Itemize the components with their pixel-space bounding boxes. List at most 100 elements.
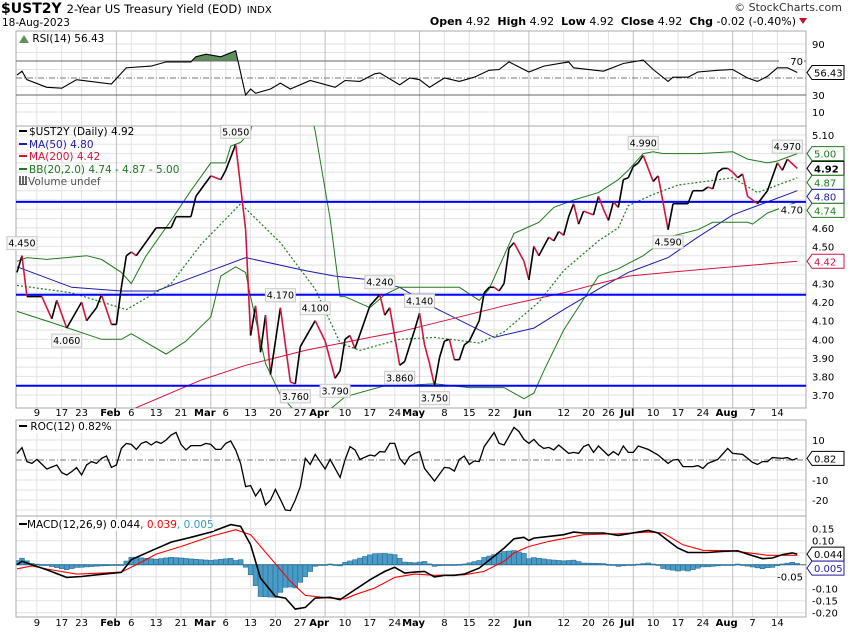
date-tick-label: 6 (223, 408, 229, 419)
price-segment (294, 346, 302, 384)
rsi-axis-label-bg (779, 56, 804, 67)
price-segment (508, 242, 515, 249)
legend-label: Volume undef (28, 176, 101, 188)
date-tick-label: 6 (128, 618, 134, 629)
price-segment (95, 294, 103, 308)
annotation-box (364, 275, 396, 290)
annotation-label: 4.990 (630, 138, 657, 149)
histogram-bar (168, 557, 174, 565)
legend-label: $UST2Y (Daily) 4.92 (29, 126, 135, 138)
price-segment (384, 307, 391, 316)
price-segment (290, 381, 296, 385)
histogram-bar (377, 553, 383, 566)
price-value-tag: 4.74 (814, 206, 836, 217)
price-segment (533, 246, 540, 257)
price-segment (766, 162, 779, 191)
histogram-bar (223, 558, 229, 565)
histogram-bar (392, 554, 398, 565)
price-segment (279, 307, 292, 383)
price-segment (468, 320, 480, 342)
panel-macd-frame (15, 515, 807, 618)
high-label: High (497, 15, 527, 28)
rsi-mountain-icon (19, 35, 29, 43)
histogram-bar (352, 559, 358, 565)
low-value: 4.92 (589, 15, 614, 28)
histogram-bar (695, 564, 701, 569)
price-segment (314, 320, 326, 342)
volume-bars-icon (19, 176, 27, 185)
price-segment (344, 334, 351, 340)
histogram-bar (198, 559, 204, 565)
legend-swatch (19, 130, 27, 132)
price-segment (602, 208, 610, 221)
histogram-bar (372, 553, 378, 565)
price-segment (478, 292, 485, 321)
price-segment (339, 339, 346, 371)
roc-label: ROC(12) 0.82% (30, 421, 112, 433)
annotation-box (279, 389, 311, 404)
price-segment (403, 329, 416, 362)
histogram-bar (188, 558, 194, 566)
date-tick-label: 26 (602, 408, 615, 419)
histogram-bar (357, 557, 363, 565)
histogram-bar (272, 564, 279, 598)
histogram-bar (163, 557, 169, 566)
price-segment (458, 344, 466, 360)
date-tick-label: 8 (441, 408, 447, 419)
legend-label: MA(200) 4.42 (29, 151, 101, 163)
annotation-label: 3.750 (421, 394, 448, 405)
panel-price-frame (15, 125, 807, 409)
price-segment (632, 162, 639, 168)
price-segment (493, 286, 500, 292)
date-tick-label: 20 (269, 408, 282, 419)
date-tick-label: 15 (463, 618, 476, 629)
histogram-bar (262, 564, 269, 598)
price-segment (727, 167, 734, 173)
histogram-bar (546, 559, 552, 565)
price-segment (607, 201, 615, 221)
price-segment (652, 175, 659, 182)
price-segment (66, 301, 83, 329)
roc-value-tag-frame (806, 450, 845, 466)
macd-histogram (16, 550, 800, 598)
price-axis-label: 3.80 (812, 372, 834, 383)
date-tick-label: 13 (244, 408, 257, 419)
date-tick-label: Mar (194, 618, 216, 629)
rsi-value-tag-frame (806, 65, 845, 81)
stockcharts-copyright[interactable]: © StockCharts.com (734, 1, 842, 14)
price-segment (523, 261, 530, 281)
series-ma200 (134, 260, 798, 408)
annotation-box (220, 124, 252, 139)
price-axis-label: 5.10 (812, 131, 834, 142)
price-axis-label: 4.30 (812, 280, 834, 291)
histogram-bar (382, 553, 388, 565)
price-segment (254, 305, 262, 353)
rsi-line (16, 50, 798, 97)
price-segment (428, 363, 436, 386)
histogram-bar (247, 564, 254, 576)
roc-axis-label: 10 (812, 436, 825, 447)
macd-line (16, 523, 798, 610)
price-axis-label: 4.00 (812, 335, 834, 346)
legend-item-bb: BB(20,2.0) 4.74 - 4.87 - 5.00 (19, 164, 179, 177)
price-segment (80, 301, 88, 321)
histogram-bar (153, 558, 159, 565)
price-segment (577, 210, 585, 225)
histogram-bar (178, 557, 184, 565)
price-axis-label-bg (779, 204, 804, 216)
price-segment (503, 248, 510, 284)
histogram-bar (660, 564, 666, 569)
annotation-label: 4.100 (302, 304, 329, 315)
date-tick-label: 22 (488, 618, 501, 629)
macd-axis-label: -0.10 (812, 585, 838, 596)
histogram-bar (362, 556, 368, 565)
price-segment (21, 255, 28, 297)
price-segment (56, 300, 68, 329)
histogram-bar (541, 558, 547, 566)
date-tick-label: 13 (150, 408, 163, 419)
rsi-legend: RSI(14) 56.43 (19, 33, 105, 45)
histogram-bar (536, 557, 542, 566)
legend-swatch (19, 425, 27, 427)
annotation-box (299, 301, 331, 316)
date-tick-label: 26 (602, 618, 615, 629)
